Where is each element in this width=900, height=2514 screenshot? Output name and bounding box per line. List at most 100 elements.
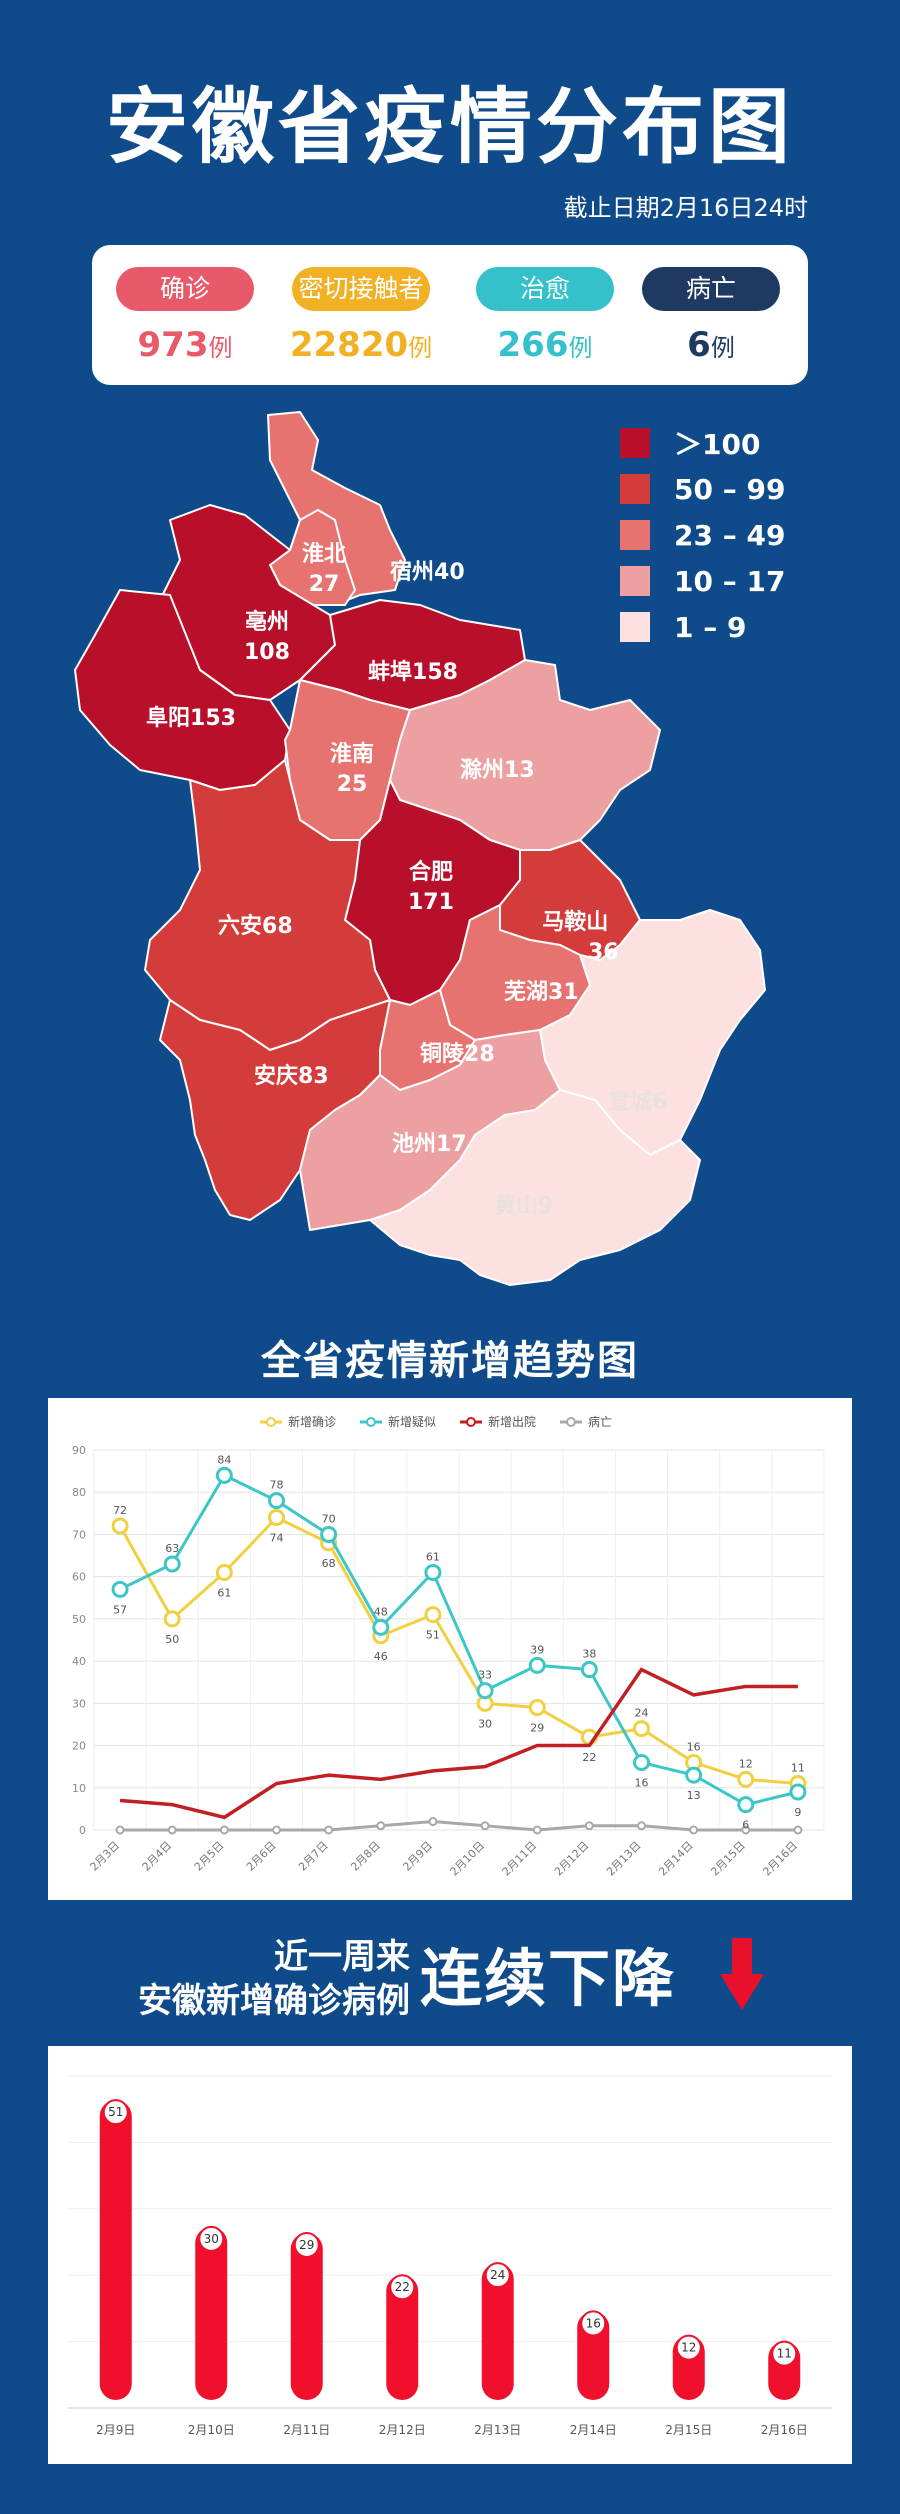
page-title: 安徽省疫情分布图: [105, 80, 794, 175]
legend-item: 23 – 49: [620, 512, 785, 558]
data-label: 39: [530, 1643, 544, 1656]
legend-swatch: [620, 520, 650, 550]
data-point: [584, 1821, 594, 1831]
data-label: 48: [374, 1605, 388, 1618]
map-legend: ＞100 50 – 99 23 – 49 10 – 17 1 – 9: [620, 420, 785, 650]
x-tick-label: 2月13日: [604, 1839, 644, 1879]
bar-value-label: 16: [586, 2316, 601, 2330]
data-label: 22: [582, 1751, 596, 1764]
data-label: 78: [270, 1479, 284, 1492]
y-tick-label: 90: [72, 1444, 86, 1457]
legend-swatch: [620, 428, 650, 458]
trend-chart-panel: 0 10 20 30 40 50 60 70 80 90 2月3日 2月4日 2月5日 2月6日 2月7日 2…: [48, 1398, 852, 1900]
data-label: 38: [582, 1648, 596, 1661]
label-hefei: 合肥 171: [408, 860, 454, 915]
data-label: 30: [478, 1717, 492, 1730]
data-point: [268, 1492, 285, 1510]
decline-emphasis: 连续下降: [420, 1942, 677, 2015]
decline-heading-line1: 近一周来: [274, 1937, 410, 1977]
label-chizhou: 池州17: [392, 1132, 467, 1157]
legend-label: 新增出院: [488, 1414, 536, 1429]
data-point: [637, 1821, 646, 1831]
value-badge: [580, 2310, 607, 2337]
y-tick-label: 70: [72, 1528, 86, 1541]
data-label: 24: [635, 1707, 649, 1720]
data-point: [737, 1770, 755, 1788]
anhui-map: [74, 411, 766, 1286]
bar-value-label: 30: [204, 2232, 219, 2246]
data-point: [215, 1466, 233, 1484]
confirmed-value: 973例: [137, 325, 233, 365]
data-point: [789, 1783, 807, 1801]
data-label: 72: [113, 1504, 127, 1517]
data-point: [480, 1821, 490, 1831]
data-point: [741, 1825, 751, 1835]
x-tick-label: 2月15日: [665, 2423, 712, 2437]
y-tick-label: 30: [72, 1697, 86, 1710]
bar-value-label: 29: [299, 2238, 314, 2252]
series-line: [119, 1473, 799, 1807]
data-label: 13: [687, 1789, 701, 1802]
bar: [99, 2100, 132, 2400]
region-huangshan: [369, 1089, 701, 1286]
label-huaibei: 淮北 27: [302, 542, 347, 597]
data-point: [324, 1825, 334, 1835]
x-tick-label: 2月11日: [283, 2423, 330, 2437]
label-tongling: 铜陵28: [420, 1042, 495, 1067]
label-huangshan: 黄山9: [494, 1194, 554, 1219]
legend-label: 病亡: [588, 1414, 612, 1429]
legend-marker: [566, 1417, 576, 1427]
bar: [290, 2232, 323, 2400]
y-tick-label: 40: [72, 1655, 86, 1668]
series-line: [118, 1515, 799, 1786]
value-badge: [484, 2262, 511, 2289]
x-tick-label: 2月12日: [552, 1839, 592, 1879]
x-tick-label: 2月14日: [656, 1839, 696, 1879]
bar-value-label: 51: [108, 2105, 123, 2119]
data-point: [111, 1580, 129, 1598]
bar: [195, 2226, 228, 2400]
data-label: 57: [113, 1603, 127, 1616]
data-point: [111, 1517, 129, 1535]
data-point: [376, 1821, 386, 1831]
decline-chart-panel: 51 2月9日 30 2月10日 29 2月11日 22 2月12日 24 2月13日 16 2月14…: [48, 2046, 852, 2464]
data-point: [372, 1618, 390, 1636]
label-huainan: 淮南 25: [330, 742, 375, 797]
x-tick-label: 2月13日: [474, 2423, 521, 2437]
cutoff-date: 截止日期2月16日24时: [563, 194, 808, 222]
stats-panel: 确诊 密切接触者 治愈 病亡 973例 22820例 266例 6例: [92, 245, 808, 385]
bar-value-label: 24: [490, 2268, 505, 2282]
x-tick-label: 2月11日: [500, 1839, 540, 1879]
legend-marker: [466, 1417, 476, 1427]
legend-item: 50 – 99: [620, 466, 785, 512]
x-tick-label: 2月12日: [379, 2423, 426, 2437]
decline-heading-line2: 安徽新增确诊病例: [138, 1981, 410, 2021]
label-anqing: 安庆83: [254, 1064, 329, 1089]
y-tick-label: 80: [72, 1486, 86, 1499]
x-tick-label: 2月7日: [296, 1839, 331, 1874]
label-wuhu: 芜湖31: [504, 980, 579, 1005]
bar-value-label: 12: [681, 2341, 696, 2355]
trend-section-title: 全省疫情新增趋势图: [261, 1338, 639, 1384]
data-label: 84: [217, 1453, 231, 1466]
data-point: [793, 1825, 803, 1835]
data-point: [532, 1825, 542, 1835]
data-label: 16: [635, 1776, 649, 1789]
label-chuzhou: 滁州13: [460, 758, 535, 783]
label-suzhou: 宿州40: [390, 560, 465, 585]
deaths-value: 6例: [687, 325, 735, 365]
data-label: 12: [739, 1757, 753, 1770]
contacts-value: 22820例: [289, 325, 433, 365]
series-line: [120, 1820, 798, 1832]
x-tick-label: 2月14日: [570, 2423, 617, 2437]
x-tick-label: 2月9日: [400, 1839, 435, 1874]
data-label: 63: [165, 1542, 179, 1555]
down-arrow-icon: [720, 1938, 764, 2010]
data-label: 61: [217, 1586, 231, 1599]
data-point: [685, 1766, 703, 1784]
data-label: 74: [270, 1532, 284, 1545]
data-point: [115, 1825, 125, 1835]
data-point: [167, 1825, 177, 1835]
data-point: [633, 1720, 650, 1738]
data-point: [580, 1661, 598, 1679]
